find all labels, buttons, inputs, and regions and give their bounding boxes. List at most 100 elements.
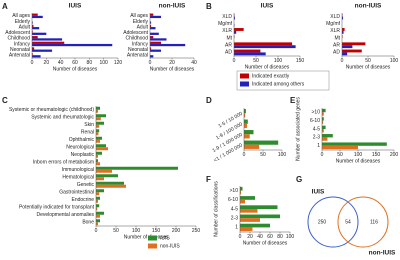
x-tick-label: 0 bbox=[243, 152, 246, 158]
bar bbox=[96, 169, 112, 173]
category-label: Elderly bbox=[133, 19, 149, 25]
bar bbox=[150, 38, 167, 41]
category-label: AR bbox=[333, 43, 340, 49]
bar bbox=[96, 192, 100, 196]
bar bbox=[244, 123, 248, 128]
x-tick-label: 150 bbox=[296, 58, 305, 64]
x-tick-label: 50 bbox=[260, 152, 266, 158]
category-label: Potentially indicated for transplant bbox=[19, 205, 95, 211]
x-tick-label: 40 bbox=[257, 234, 263, 240]
bar bbox=[96, 174, 118, 178]
bar bbox=[96, 196, 100, 200]
bar bbox=[96, 159, 98, 163]
x-tick-label: 80 bbox=[87, 60, 93, 66]
category-label: Genetic bbox=[77, 182, 95, 188]
x-tick-label: 0 bbox=[239, 234, 242, 240]
bar bbox=[96, 199, 98, 203]
panel-letter: D bbox=[206, 96, 212, 105]
legend-swatch bbox=[240, 73, 249, 79]
category-label: All ages bbox=[12, 13, 30, 19]
bar bbox=[244, 144, 260, 149]
category-label: Adult bbox=[137, 24, 149, 30]
category-label: Ophthalmic bbox=[69, 137, 95, 143]
bar bbox=[150, 21, 152, 24]
bar bbox=[96, 114, 106, 118]
bar bbox=[32, 21, 33, 24]
category-label: 1 bbox=[235, 225, 238, 231]
category-label: 1 bbox=[317, 143, 320, 149]
category-label: 2-3 bbox=[231, 216, 238, 222]
category-label: 6-10 bbox=[228, 197, 238, 203]
x-axis-label: Number of diseases bbox=[243, 240, 288, 246]
bar bbox=[32, 13, 38, 16]
bar bbox=[96, 214, 100, 218]
bar bbox=[150, 41, 161, 44]
x-tick-label: 20 bbox=[247, 234, 253, 240]
bar bbox=[150, 36, 154, 39]
x-tick-label: 60 bbox=[267, 234, 273, 240]
bar bbox=[96, 211, 104, 215]
bar bbox=[244, 134, 250, 139]
x-tick-label: 80 bbox=[277, 234, 283, 240]
legend-swatch bbox=[148, 243, 157, 249]
bar bbox=[96, 162, 100, 166]
category-label: Bone bbox=[82, 220, 94, 226]
x-axis-label: Number of diseases bbox=[245, 64, 290, 70]
bar bbox=[244, 113, 246, 118]
x-tick-label: 50 bbox=[365, 58, 371, 64]
y-axis-label: Number of classifications bbox=[213, 181, 219, 237]
x-tick-label: 40 bbox=[58, 60, 64, 66]
legend-swatch bbox=[240, 81, 249, 87]
chart-title: IUIS bbox=[261, 3, 274, 10]
x-tick-label: 100 bbox=[278, 152, 287, 158]
category-label: Mg/mf bbox=[218, 21, 233, 27]
category-label: 2-3 bbox=[313, 135, 320, 141]
category-label: Adolescent bbox=[123, 30, 148, 36]
bar bbox=[150, 27, 156, 30]
venn-set bbox=[337, 196, 389, 248]
bar bbox=[150, 55, 154, 58]
bar bbox=[96, 106, 100, 110]
bar bbox=[150, 43, 186, 47]
bar bbox=[240, 186, 243, 191]
bar bbox=[240, 190, 241, 195]
x-tick-label: 100 bbox=[354, 152, 363, 158]
bar bbox=[240, 205, 278, 209]
x-tick-label: 50 bbox=[113, 228, 119, 234]
bar bbox=[96, 219, 100, 223]
panel-letter: A bbox=[2, 2, 8, 11]
venn-overlap: 54 bbox=[345, 219, 351, 225]
x-axis-label: Number of diseases bbox=[336, 158, 381, 164]
bar bbox=[32, 27, 40, 30]
bar bbox=[322, 108, 326, 113]
bar bbox=[96, 204, 100, 208]
bar bbox=[150, 15, 161, 19]
category-label: All ages bbox=[130, 13, 148, 19]
bar bbox=[96, 109, 98, 113]
bar bbox=[234, 49, 261, 53]
category-label: 4-5 bbox=[313, 126, 320, 132]
x-axis-label: Number of diseases bbox=[150, 66, 195, 72]
bar bbox=[150, 47, 152, 50]
bar bbox=[96, 136, 102, 140]
x-tick-label: 50 bbox=[337, 152, 343, 158]
bar bbox=[96, 184, 126, 188]
category-label: AR bbox=[225, 43, 232, 49]
bar bbox=[150, 13, 154, 16]
category-label: Inborn errors of metabolism bbox=[33, 160, 94, 166]
bar bbox=[342, 16, 344, 20]
bar bbox=[342, 42, 366, 46]
category-label: 6-10 bbox=[310, 118, 320, 124]
bar bbox=[240, 223, 270, 228]
category-label: Renal bbox=[81, 130, 94, 136]
category-label: Childhood bbox=[125, 36, 148, 42]
bar bbox=[32, 55, 41, 58]
venn-value: 116 bbox=[370, 219, 378, 225]
bar bbox=[342, 28, 345, 31]
venn-set bbox=[307, 196, 359, 248]
bar bbox=[322, 129, 324, 133]
category-label: >10 bbox=[312, 110, 321, 116]
bar bbox=[342, 52, 348, 56]
category-label: Neurological bbox=[66, 145, 94, 151]
x-tick-label: 40 bbox=[191, 60, 197, 66]
